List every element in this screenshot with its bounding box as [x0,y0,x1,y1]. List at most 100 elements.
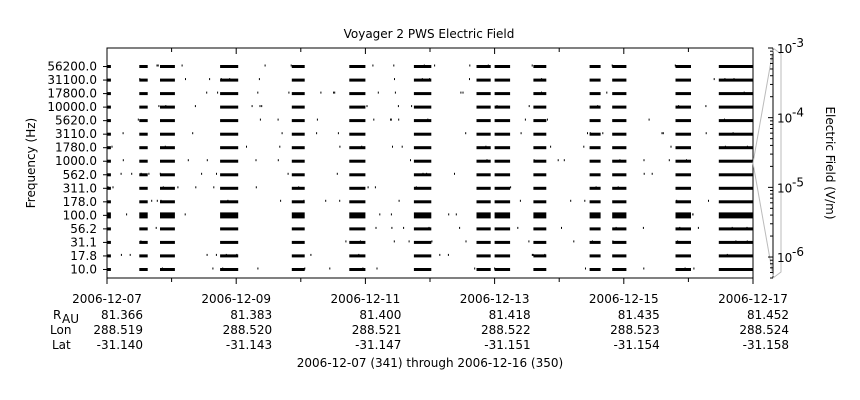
data-speck [216,172,217,175]
data-segment [291,173,305,177]
data-speck [362,267,364,270]
data-segment [494,254,511,258]
data-speck [585,267,586,270]
data-speck [494,267,496,270]
y-tick-label: 178.0 [63,195,97,209]
data-speck [570,199,572,202]
data-segment [349,65,366,68]
data-speck [584,199,586,202]
data-speck [255,159,257,162]
data-segment [494,78,511,82]
data-speck [366,105,368,108]
data-segment [612,212,627,219]
data-speck [122,159,124,162]
data-segment [675,146,691,150]
data-speck [391,226,393,229]
data-speck [403,226,405,229]
data-segment [533,146,547,150]
data-segment [160,65,175,68]
data-segment [349,240,366,244]
data-speck [421,78,423,81]
date-range-footer: 2006-12-07 (341) through 2006-12-16 (350… [297,356,563,370]
data-speck [192,132,194,135]
colorbar-tick-label: 10 [777,42,792,56]
data-segment [160,240,175,244]
data-segment [413,132,432,136]
data-segment [291,78,305,82]
data-segment [349,212,366,219]
data-segment [612,119,627,123]
data-speck [678,105,680,108]
data-speck [162,186,164,189]
data-segment [675,240,691,244]
y-tick-label: 5620.0 [55,114,97,128]
data-segment [139,240,148,244]
data-speck [662,132,664,135]
data-segment [220,186,239,190]
data-speck [279,145,281,148]
data-segment [349,159,366,163]
data-segment [160,254,175,258]
data-segment [220,227,239,231]
data-speck [161,267,163,270]
data-segment [413,119,432,123]
data-speck [159,172,161,175]
data-speck [674,64,676,67]
colorbar-tick-exponent: -4 [792,106,804,120]
data-speck [112,186,114,189]
data-segment [160,227,175,231]
data-segment [612,65,627,68]
data-speck [434,64,436,67]
y-tick-label: 31.1 [70,235,97,249]
data-speck [206,253,208,256]
data-segment [107,254,111,258]
data-segment [494,173,511,177]
data-segment [612,254,627,258]
data-speck [359,240,361,243]
data-segment [589,254,601,258]
data-segment [220,119,239,123]
data-speck [528,240,530,243]
data-speck [156,64,158,67]
data-segment [107,119,111,123]
data-segment [612,268,627,271]
data-speck [541,91,542,94]
data-segment [160,212,175,219]
data-speck [227,199,229,202]
data-segment [718,254,753,258]
data-speck [264,64,266,67]
data-speck [345,240,347,243]
data-speck [448,213,450,216]
colorbar: 10-310-410-510-6 [752,36,804,279]
data-segment [413,92,432,96]
y-tick-label: 56200.0 [47,60,97,74]
data-speck [426,172,428,175]
ephem-value: 288.521 [352,323,402,337]
data-segment [533,159,547,163]
data-segment [589,200,601,204]
data-segment [160,186,175,190]
data-speck [393,64,395,67]
ephem-label-r-sub: AU [62,312,79,326]
data-speck [643,172,645,175]
data-speck [415,186,417,189]
data-speck [304,267,306,270]
data-speck [705,132,707,135]
data-segment [476,173,491,177]
ephem-value: -31.154 [613,338,659,352]
data-segment [589,146,601,150]
data-segment [476,227,491,231]
data-speck [544,253,546,256]
data-speck [428,226,430,229]
data-segment [349,200,366,204]
data-speck [287,172,289,175]
data-segment [675,65,691,68]
data-segment [675,227,691,231]
data-segment [220,92,239,96]
data-speck [259,105,261,108]
data-segment [107,132,111,136]
data-segment [139,132,148,136]
data-speck [431,240,433,243]
data-speck [255,186,257,189]
